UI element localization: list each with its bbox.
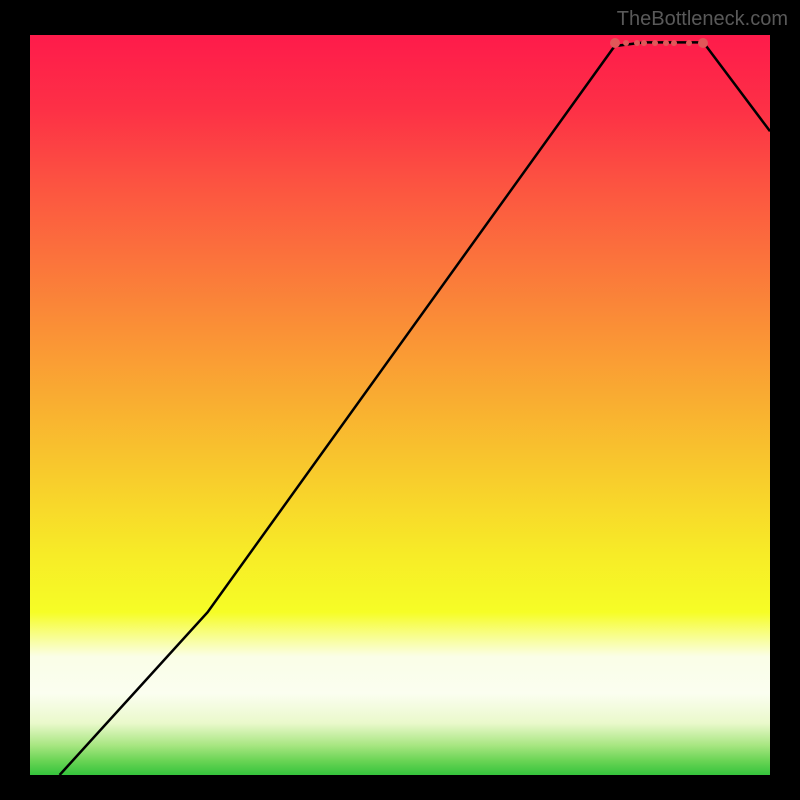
chart-plot-area <box>30 35 770 775</box>
chart-marker <box>652 40 658 46</box>
chart-marker <box>671 40 677 46</box>
chart-markers <box>30 35 770 775</box>
chart-marker <box>641 40 647 46</box>
chart-marker <box>610 38 620 48</box>
chart-marker <box>698 38 708 48</box>
chart-marker <box>623 40 629 46</box>
chart-marker <box>686 40 692 46</box>
chart-marker <box>634 40 640 46</box>
chart-marker <box>663 40 669 46</box>
watermark-text: TheBottleneck.com <box>617 8 788 31</box>
